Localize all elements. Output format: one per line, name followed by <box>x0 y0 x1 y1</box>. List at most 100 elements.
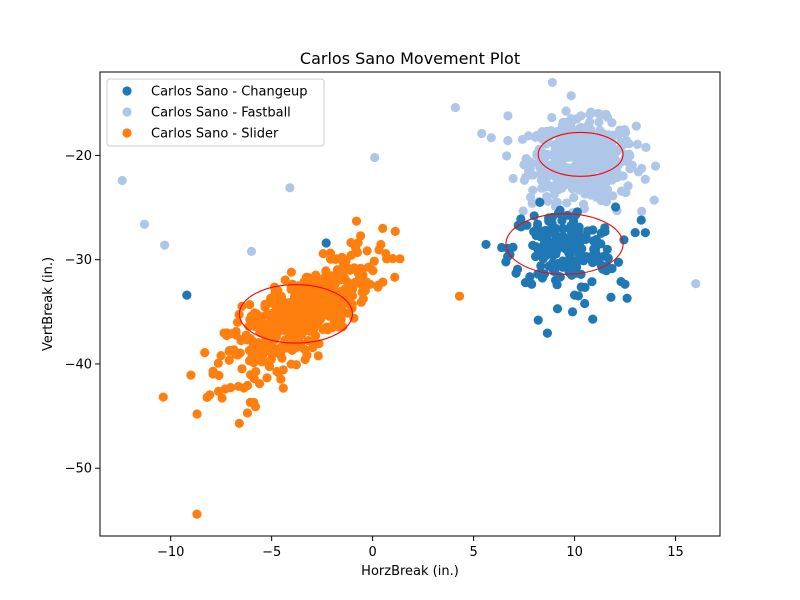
data-point <box>254 378 265 389</box>
data-point <box>528 185 538 195</box>
data-point <box>559 152 569 163</box>
data-point <box>535 197 545 207</box>
data-point <box>373 282 383 292</box>
data-point <box>237 364 247 374</box>
data-point <box>247 352 257 362</box>
data-point <box>356 231 366 241</box>
data-point <box>256 328 266 338</box>
data-point <box>256 354 266 364</box>
cluster-ellipse <box>505 213 624 275</box>
data-point <box>583 226 593 236</box>
data-point <box>579 204 589 214</box>
data-point <box>370 152 380 163</box>
data-point <box>267 295 277 305</box>
data-point <box>503 111 513 121</box>
data-point <box>224 355 234 365</box>
data-point <box>220 384 230 394</box>
data-point <box>581 135 591 145</box>
data-point <box>486 133 496 143</box>
data-point <box>582 154 592 164</box>
data-point <box>318 288 328 298</box>
data-point <box>636 215 646 225</box>
legend-marker <box>122 107 132 117</box>
data-point <box>339 273 349 283</box>
data-point <box>604 191 614 202</box>
data-point <box>569 239 579 249</box>
data-point <box>352 247 362 258</box>
data-point <box>276 294 286 305</box>
data-points <box>117 77 701 519</box>
data-point <box>640 228 650 238</box>
data-point <box>342 308 352 318</box>
data-point <box>222 330 232 341</box>
x-tick-label: −5 <box>262 545 281 560</box>
data-point <box>336 255 347 265</box>
data-point <box>291 305 301 315</box>
legend-marker <box>122 86 132 96</box>
data-point <box>224 345 235 356</box>
data-point <box>192 509 202 519</box>
data-point <box>640 174 650 184</box>
data-point <box>321 238 331 248</box>
data-point <box>517 134 528 145</box>
data-point <box>607 118 617 128</box>
data-point <box>566 91 576 101</box>
data-point <box>581 184 591 194</box>
data-point <box>213 358 223 368</box>
data-point <box>285 183 295 193</box>
data-point <box>334 297 344 308</box>
data-point <box>266 324 276 334</box>
data-point <box>257 317 267 327</box>
data-point <box>318 249 328 259</box>
data-point <box>508 242 518 252</box>
cluster-ellipse <box>537 131 624 177</box>
data-point <box>585 124 595 134</box>
data-point <box>502 151 512 161</box>
y-tick-label: −30 <box>65 253 92 268</box>
data-point <box>579 256 589 266</box>
data-point <box>237 301 247 311</box>
data-point <box>503 135 513 146</box>
data-point <box>508 173 518 184</box>
data-point <box>262 310 272 320</box>
data-point <box>548 258 558 268</box>
data-point <box>549 189 559 200</box>
data-point <box>327 323 338 333</box>
data-point <box>549 164 559 174</box>
data-point <box>395 254 405 264</box>
data-point <box>278 343 289 354</box>
data-point <box>577 147 588 157</box>
plot-area <box>99 71 721 537</box>
data-point <box>303 273 314 283</box>
data-point <box>192 409 202 419</box>
plot-frame <box>99 71 721 537</box>
data-point <box>533 229 543 239</box>
data-point <box>536 261 546 271</box>
data-point <box>260 302 270 312</box>
data-point <box>589 190 599 200</box>
data-point <box>290 325 300 336</box>
data-point <box>606 292 616 302</box>
data-point <box>390 272 400 282</box>
data-point <box>323 300 334 310</box>
data-point <box>626 162 636 172</box>
legend-entry: Carlos Sano - Fastball <box>151 106 291 121</box>
data-point <box>363 262 374 272</box>
data-point <box>245 334 256 344</box>
data-point <box>632 139 643 149</box>
cluster-ellipses <box>238 131 624 344</box>
data-point <box>594 117 604 127</box>
data-point <box>477 128 487 139</box>
x-tick-label: 0 <box>368 545 376 560</box>
data-point <box>547 219 557 229</box>
data-point <box>349 263 359 273</box>
data-point <box>272 366 282 377</box>
data-point <box>564 267 574 278</box>
x-tick-label: 5 <box>469 545 477 560</box>
data-point <box>581 234 591 244</box>
data-point <box>589 244 599 254</box>
data-point <box>530 251 541 262</box>
data-point <box>369 256 379 266</box>
data-point <box>529 211 539 221</box>
x-tick-label: −10 <box>157 545 184 560</box>
